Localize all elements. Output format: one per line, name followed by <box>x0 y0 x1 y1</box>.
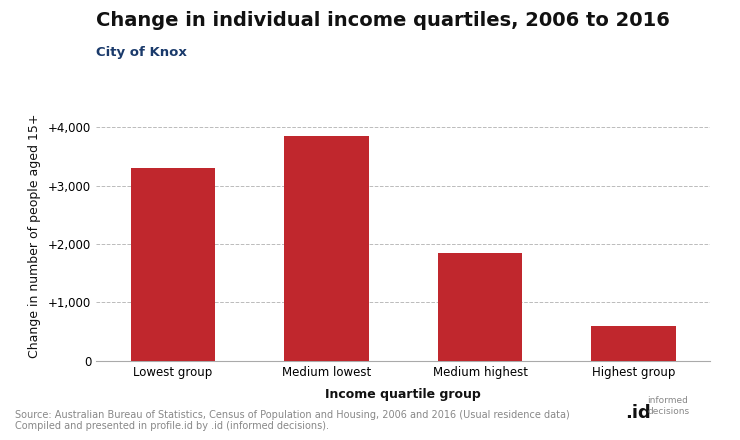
Bar <box>131 169 215 361</box>
Bar <box>591 326 676 361</box>
Text: City of Knox: City of Knox <box>96 46 187 59</box>
Y-axis label: Change in number of people aged 15+: Change in number of people aged 15+ <box>28 113 41 358</box>
Text: Change in individual income quartiles, 2006 to 2016: Change in individual income quartiles, 2… <box>96 11 670 30</box>
Text: Source: Australian Bureau of Statistics, Census of Population and Housing, 2006 : Source: Australian Bureau of Statistics,… <box>15 410 570 431</box>
Text: .id: .id <box>625 404 651 422</box>
X-axis label: Income quartile group: Income quartile group <box>326 388 481 401</box>
Bar <box>284 136 369 361</box>
Text: informed
decisions: informed decisions <box>648 396 690 416</box>
Bar <box>438 253 522 361</box>
